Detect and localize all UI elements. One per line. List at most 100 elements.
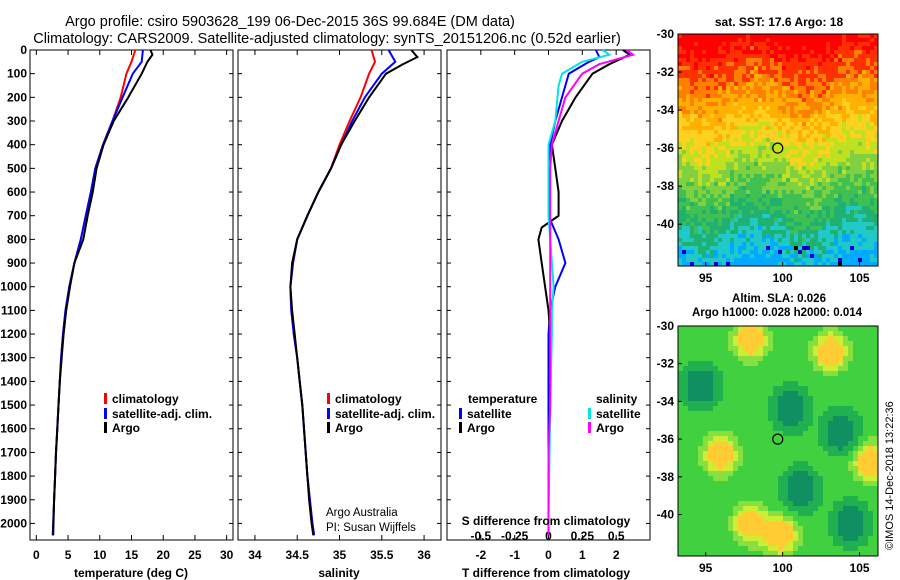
sla-cell [858,356,864,362]
sst-cell [686,218,691,223]
sla-cell [693,366,699,372]
sla-cell [753,461,759,467]
sst-cell [842,78,847,83]
sla-cell [828,431,834,437]
sst-cell [694,86,699,91]
sst-cell [702,130,707,135]
sst-cell [794,42,799,47]
sst-cell [726,106,731,111]
sst-cell [726,90,731,95]
sla-cell [733,526,739,532]
sla-cell [683,551,689,557]
sla-cell [818,521,824,527]
sst-cell [698,50,703,55]
sst-cell [854,38,859,43]
temperature-axis-label: temperature (deg C) [74,566,188,580]
sla-cell [683,461,689,467]
sst-cell [694,182,699,187]
t-difference-axis-ticks: -2 -1 0 1 2 [475,50,620,562]
sst-cell [830,90,835,95]
sst-cell [702,238,707,243]
sla-cell [713,546,719,552]
sst-cell [766,210,771,215]
sla-cell [723,326,729,332]
sst-cell [830,258,835,263]
sla-cell [783,501,789,507]
sst-cell [798,118,803,123]
sst-cell [834,154,839,159]
sla-cell [753,481,759,487]
sst-cell [874,194,879,199]
sst-cell [718,234,723,239]
sst-cell [706,38,711,43]
sst-cell [798,222,803,227]
sla-cell [813,346,819,352]
sla-cell [678,471,684,477]
sst-cell [790,98,795,103]
sst-cell [706,110,711,115]
sla-cell [778,426,784,432]
sla-cell [773,406,779,412]
sla-cell [683,431,689,437]
sla-cell [848,501,854,507]
sst-cell [754,138,759,143]
sla-cell [718,476,724,482]
sst-cell [846,106,851,111]
sst-cell [858,70,863,75]
sla-cell [868,381,874,387]
sla-cell [743,341,749,347]
sla-cell [703,361,709,367]
sst-cell [798,210,803,215]
sla-cell [708,336,714,342]
sla-cell [698,481,704,487]
sst-cell [718,86,723,91]
sst-cell [858,250,863,255]
sla-cell [718,461,724,467]
sst-cell [730,34,735,39]
sst-cell [814,130,819,135]
sla-cell [723,386,729,392]
sst-cell [798,34,803,39]
sla-cell [833,416,839,422]
sla-cell [723,521,729,527]
sst-cell [786,186,791,191]
sst-cell [678,38,683,43]
sst-cell [714,158,719,163]
sst-cell [734,206,739,211]
sst-cell [742,110,747,115]
sla-cell [828,366,834,372]
sla-cell [683,486,689,492]
sla-cell [743,436,749,442]
sst-cell [678,74,683,79]
sla-cell [678,481,684,487]
sla-cell [678,406,684,412]
sla-cell [773,326,779,332]
sst-cell [874,110,879,115]
sla-cell [758,361,764,367]
sla-cell [828,521,834,527]
sst-cell [742,242,747,247]
sst-cell [786,74,791,79]
sst-cell [818,238,823,243]
sst-cell [746,94,751,99]
sla-cell [743,361,749,367]
sst-cell [798,250,803,255]
sla-cell [853,356,859,362]
sst-cell [806,126,811,131]
sst-cell [874,54,879,59]
sst-cell [690,218,695,223]
sst-cell [690,138,695,143]
sst-cell [802,154,807,159]
sla-cell [833,461,839,467]
sst-cell [818,242,823,247]
sla-cell [763,481,769,487]
sst-cell [794,190,799,195]
sla-cell [788,336,794,342]
sla-cell [718,351,724,357]
sla-cell [783,336,789,342]
sst-cell [694,114,699,119]
sst-cell [742,262,747,267]
sla-cell [688,436,694,442]
sst-cell [738,178,743,183]
sla-cell [848,536,854,542]
